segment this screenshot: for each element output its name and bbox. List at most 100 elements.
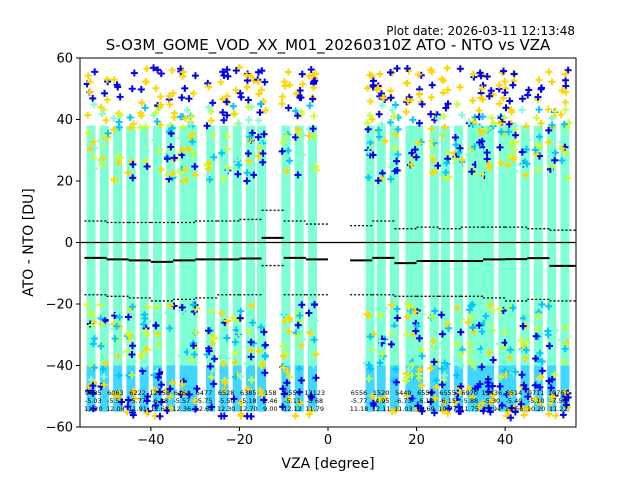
scatter-point	[364, 148, 372, 156]
scatter-point	[538, 358, 546, 366]
scatter-point	[223, 98, 231, 106]
scatter-point	[221, 311, 229, 319]
scatter-column	[414, 125, 424, 366]
scatter-point	[518, 106, 526, 114]
scatter-point	[143, 162, 151, 170]
bin-annotation: 6464 -5.57 12.36	[173, 389, 192, 413]
scatter-point	[177, 113, 185, 121]
scatter-point	[259, 149, 267, 157]
scatter-point	[178, 380, 186, 388]
scatter-point	[551, 326, 559, 334]
scatter-point	[190, 351, 198, 359]
scatter-point	[206, 362, 214, 370]
scatter-column-tail	[440, 365, 450, 412]
scatter-point	[517, 400, 525, 408]
scatter-point	[427, 66, 435, 74]
scatter-point	[544, 331, 552, 339]
scatter-point	[247, 346, 255, 354]
scatter-point	[534, 166, 542, 174]
scatter-point	[427, 398, 435, 406]
scatter-point	[250, 171, 258, 179]
scatter-point	[299, 151, 307, 159]
scatter-point	[501, 367, 509, 375]
scatter-column	[281, 125, 291, 366]
scatter-point	[504, 408, 512, 416]
scatter-point	[381, 137, 389, 145]
scatter-point	[392, 378, 400, 386]
scatter-point	[137, 112, 145, 120]
scatter-point	[209, 99, 217, 107]
scatter-point	[562, 82, 570, 90]
scatter-column-tail	[533, 365, 543, 412]
scatter-point	[124, 169, 132, 177]
scatter-column	[99, 125, 109, 366]
scatter-point	[511, 408, 519, 416]
scatter-point	[441, 359, 449, 367]
scatter-column-tail	[139, 365, 149, 412]
scatter-point	[153, 303, 161, 311]
scatter-point	[236, 89, 244, 97]
scatter-point	[456, 315, 464, 323]
scatter-point	[233, 134, 241, 142]
scatter-point	[469, 323, 477, 331]
scatter-point	[144, 318, 152, 326]
scatter-point	[511, 368, 519, 376]
scatter-point	[559, 411, 567, 419]
scatter-point	[256, 144, 264, 152]
scatter-point	[495, 81, 503, 89]
scatter-point	[496, 143, 504, 151]
scatter-point	[167, 404, 175, 412]
scatter-point	[312, 350, 320, 358]
scatter-column	[476, 125, 486, 366]
scatter-point	[548, 78, 556, 86]
scatter-point	[311, 316, 319, 324]
scatter-point	[142, 78, 150, 86]
scatter-point	[445, 324, 453, 332]
scatter-point	[475, 403, 483, 411]
scatter-point	[394, 125, 402, 133]
scatter-point	[185, 145, 193, 153]
scatter-column-tail	[294, 365, 304, 412]
bin-annotation: 5449 -6.73 11.03	[394, 389, 413, 413]
scatter-point	[534, 141, 542, 149]
scatter-point	[100, 381, 108, 389]
scatter-point	[451, 398, 459, 406]
scatter-point	[484, 375, 492, 383]
scatter-point	[552, 412, 560, 420]
scatter-point	[128, 351, 136, 359]
scatter-point	[388, 407, 396, 415]
scatter-column	[454, 125, 464, 366]
scatter-point	[483, 72, 491, 80]
scatter-point	[374, 177, 382, 185]
scatter-column-tail	[188, 365, 198, 412]
scatter-point	[204, 165, 212, 173]
bin-annotation-line: 6555	[439, 389, 456, 397]
scatter-point	[393, 64, 401, 72]
scatter-point	[168, 379, 176, 387]
scatter-point	[545, 410, 553, 418]
scatter-point	[258, 391, 266, 399]
bin-annotation-line: -5.53	[107, 397, 124, 405]
scatter-point	[366, 333, 374, 341]
scatter-point	[129, 303, 137, 311]
scatter-point	[284, 147, 292, 155]
scatter-point	[431, 167, 439, 175]
scatter-point	[376, 70, 384, 78]
scatter-point	[204, 327, 212, 335]
scatter-column-tail	[308, 365, 317, 412]
scatter-point	[378, 169, 386, 177]
scatter-point	[561, 98, 569, 106]
scatter-point	[403, 98, 411, 106]
scatter-point	[547, 399, 555, 407]
scatter-point	[237, 410, 245, 418]
scatter-point	[532, 332, 540, 340]
bin-annotation-line: -6.10	[417, 397, 434, 405]
scatter-point	[178, 303, 186, 311]
scatter-column	[547, 125, 557, 366]
scatter-point	[418, 303, 426, 311]
scatter-point	[551, 149, 559, 157]
scatter-point	[257, 86, 265, 94]
bin-annotation-line: 9685	[85, 389, 102, 397]
scatter-point	[366, 111, 374, 119]
scatter-point	[208, 403, 216, 411]
